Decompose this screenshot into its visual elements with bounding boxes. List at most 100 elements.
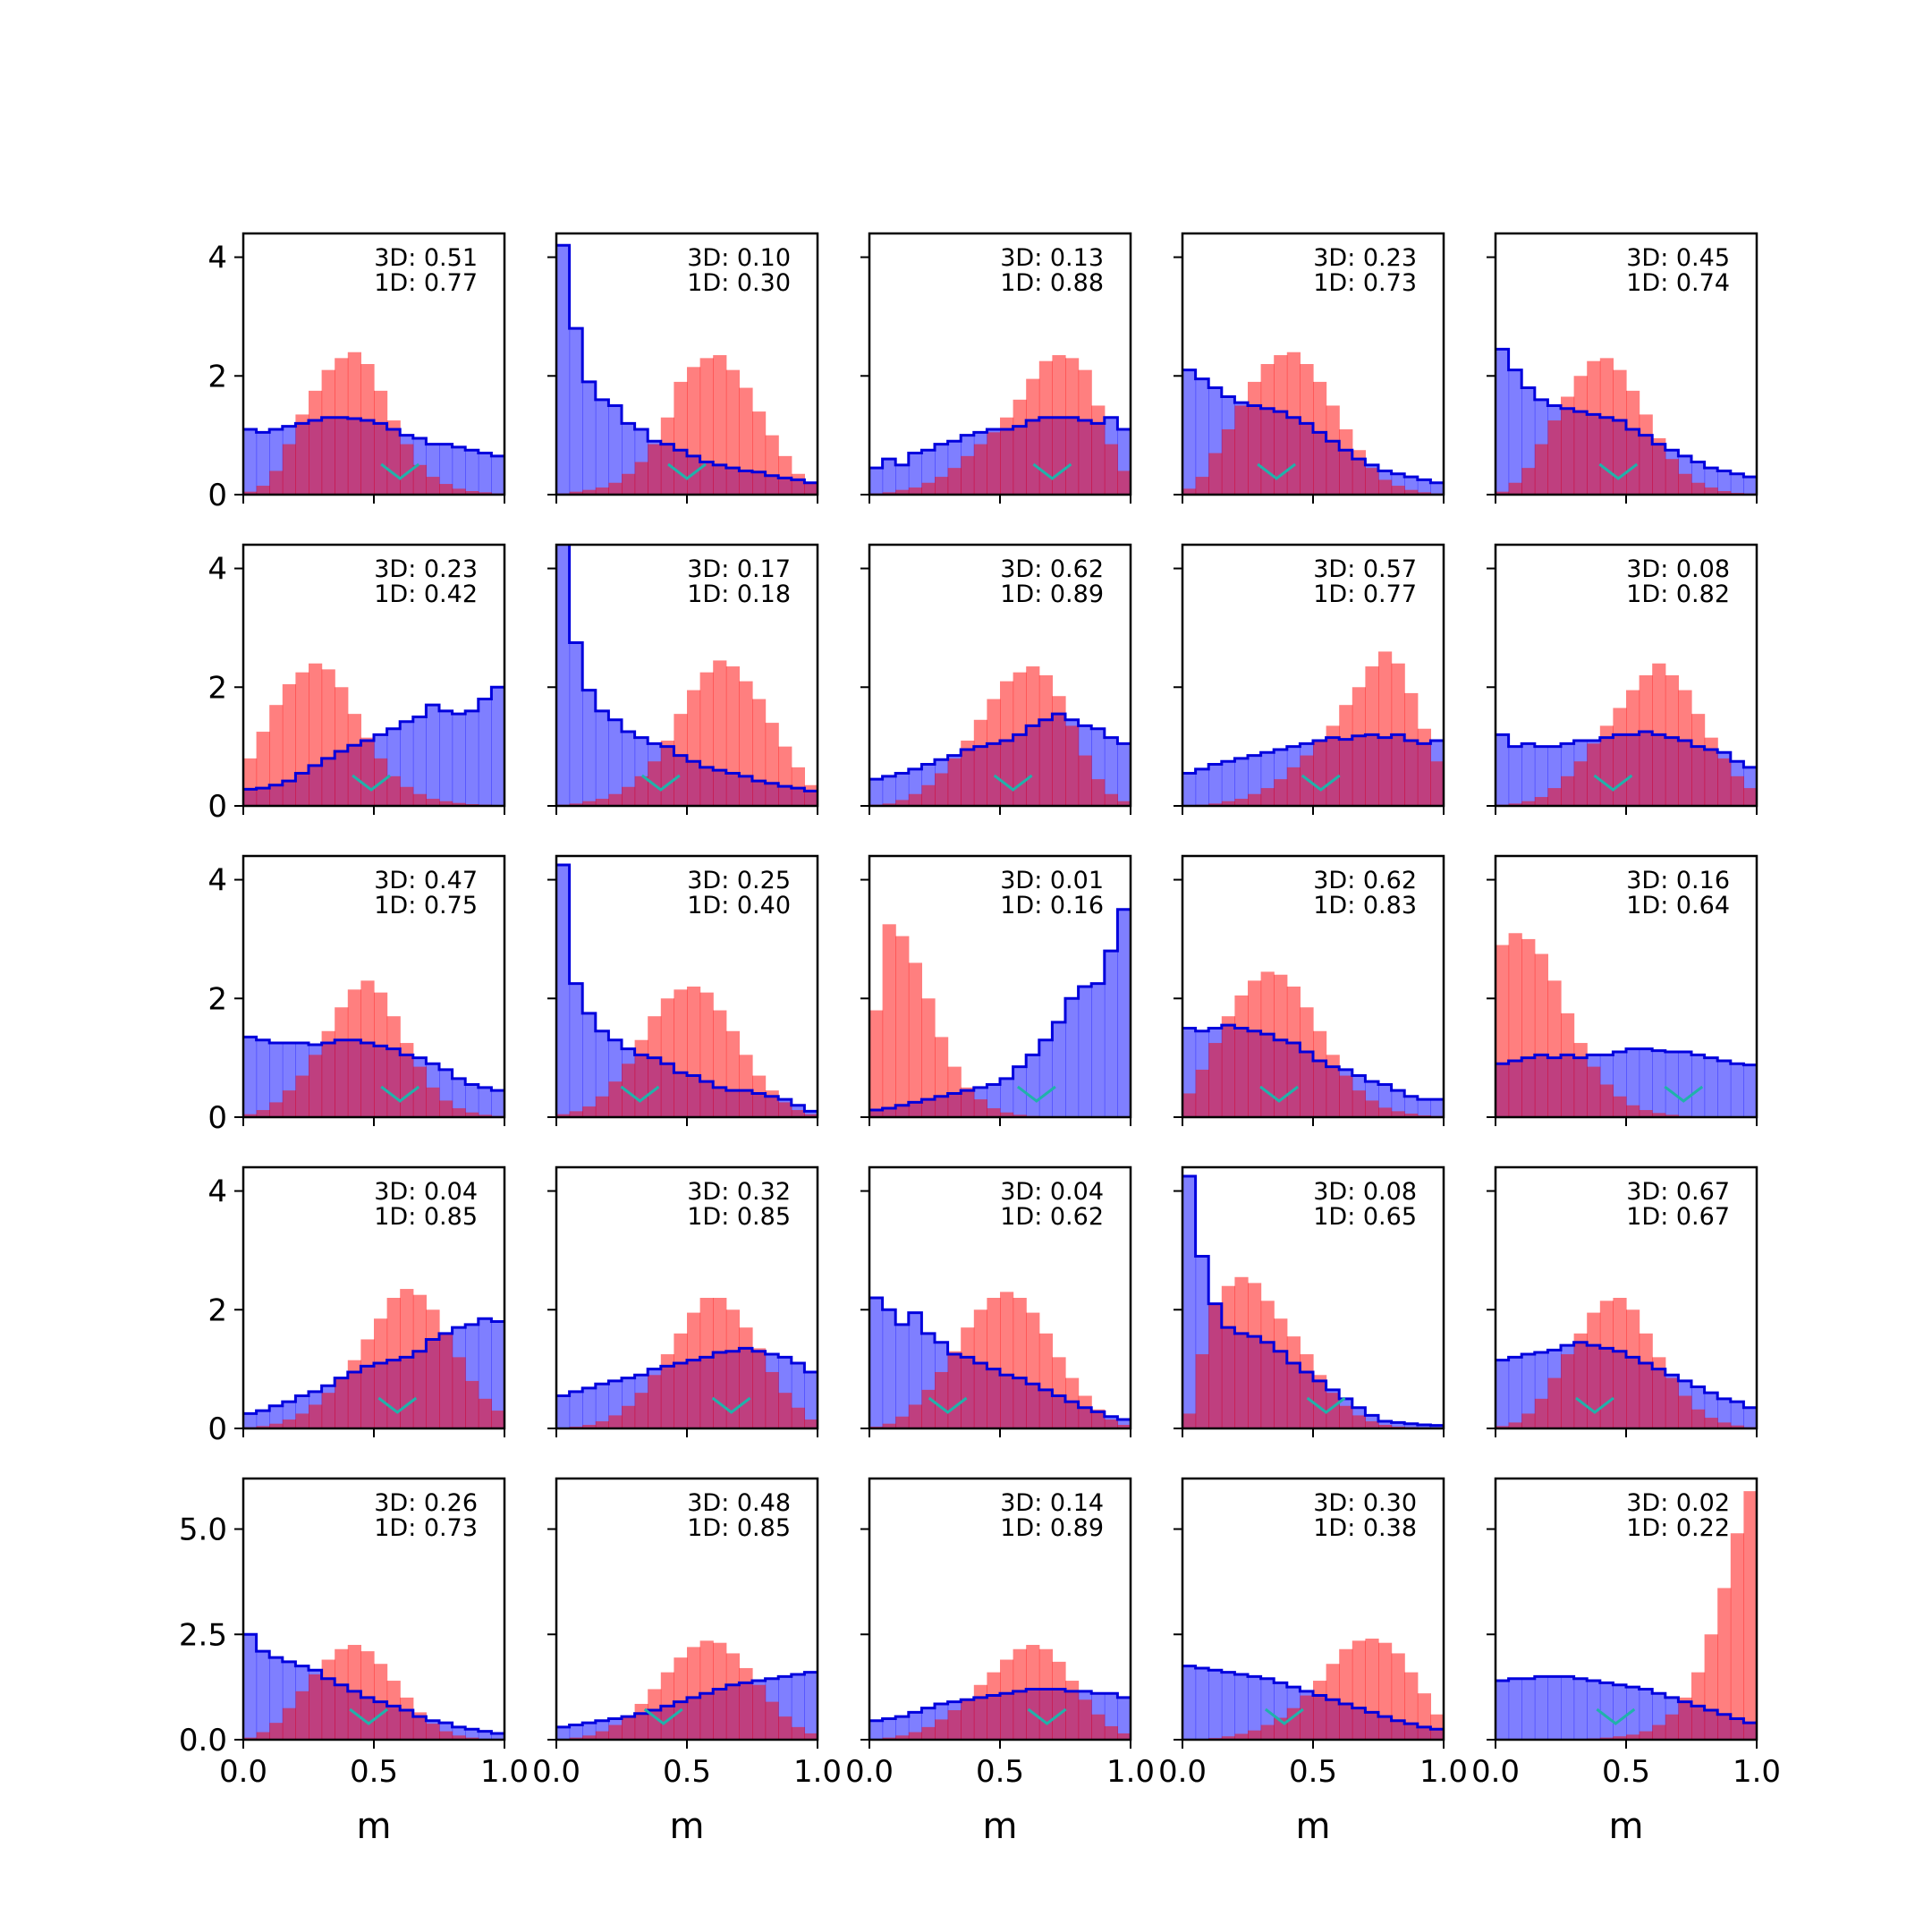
red-bar	[1234, 1733, 1249, 1740]
red-bar	[608, 1081, 623, 1117]
blue-step-line	[243, 1632, 504, 1735]
blue-bar	[1496, 1681, 1510, 1740]
blue-bar	[1652, 1050, 1666, 1117]
red-bar	[660, 998, 674, 1117]
red-bar	[1587, 743, 1601, 806]
red-bar	[752, 699, 767, 806]
red-bar	[1626, 390, 1640, 495]
red-bar	[739, 1055, 753, 1117]
red-bar	[569, 803, 583, 806]
plot-area	[243, 980, 504, 1117]
red-bar	[622, 786, 636, 806]
red-bar	[1078, 755, 1092, 806]
x-tick-label: 0.0	[1471, 1754, 1520, 1790]
red-bar	[582, 801, 597, 806]
red-bar	[412, 1294, 427, 1428]
red-bar	[1234, 405, 1249, 495]
red-bar	[804, 1114, 818, 1117]
x-axis-label: m	[1609, 1806, 1644, 1847]
red-bar	[947, 1710, 962, 1740]
blue-bar	[1104, 737, 1118, 806]
red-bar	[1091, 779, 1106, 806]
red-bar	[752, 1075, 767, 1117]
red-bar	[400, 1697, 414, 1740]
red-bar	[269, 470, 284, 495]
blue-bar	[1260, 1678, 1275, 1740]
label-1d: 1D: 0.65	[1313, 1203, 1417, 1231]
marker-v	[1575, 1396, 1614, 1414]
blue-bar	[608, 405, 623, 495]
red-bar	[1013, 399, 1027, 495]
red-bar	[791, 1726, 805, 1740]
red-bar	[465, 1380, 479, 1428]
y-tick-label: 2	[208, 981, 227, 1017]
blue-step-line	[1182, 1023, 1444, 1101]
red-bar	[1326, 1393, 1340, 1428]
blue-bar	[1573, 1678, 1588, 1740]
label-1d: 1D: 0.67	[1626, 1203, 1730, 1231]
red-bar	[1339, 1648, 1353, 1740]
red-bar	[908, 1732, 922, 1740]
red-bar	[908, 1404, 922, 1428]
red-bar	[791, 473, 805, 495]
red-bar	[569, 491, 583, 495]
red-bar	[1613, 1298, 1627, 1428]
red-bar	[908, 487, 922, 495]
marker-v	[1306, 1396, 1346, 1414]
red-bar	[412, 793, 427, 806]
red-bar	[778, 455, 792, 495]
blue-bar	[608, 719, 623, 806]
red-bar	[282, 683, 296, 806]
red-bar	[1704, 1634, 1718, 1740]
y-tick-label: 0.0	[179, 1723, 227, 1758]
red-bar	[1730, 1425, 1744, 1428]
red-bar	[687, 367, 701, 495]
blue-bar	[1195, 378, 1209, 495]
blue-bar	[1717, 1060, 1732, 1117]
red-bar	[1508, 482, 1522, 495]
blue-bar	[556, 864, 571, 1117]
plot-area	[243, 352, 504, 495]
plot-area	[1182, 1174, 1444, 1428]
red-bar	[295, 414, 309, 495]
red-bar	[582, 1735, 597, 1740]
blue-bar	[1221, 761, 1235, 806]
red-bar	[1052, 1357, 1066, 1428]
blue-bar	[556, 545, 571, 806]
red-bar	[1521, 801, 1536, 806]
label-3d: 3D: 0.17	[687, 555, 791, 583]
red-bar	[439, 801, 453, 806]
red-bar	[987, 432, 1001, 495]
red-bar	[243, 1114, 258, 1117]
red-bar	[335, 1377, 349, 1428]
blue-bar	[1704, 1057, 1718, 1117]
red-bar	[1730, 1533, 1744, 1740]
red-bar	[347, 989, 361, 1117]
blue-bar	[1678, 1052, 1692, 1117]
blue-bar	[1234, 1674, 1249, 1740]
red-bar	[687, 1312, 701, 1428]
red-bar	[882, 803, 896, 806]
label-1d: 1D: 0.40	[687, 892, 791, 919]
plot-area	[869, 666, 1131, 806]
red-bar	[947, 1351, 962, 1428]
red-bar	[1208, 453, 1223, 495]
red-bar	[634, 1393, 648, 1428]
red-bar	[1313, 1375, 1327, 1428]
red-bar	[791, 767, 805, 806]
red-bar	[1234, 995, 1249, 1117]
marker-v	[377, 1396, 418, 1414]
red-bar	[347, 1360, 361, 1428]
blue-step-line	[1496, 347, 1757, 479]
blue-bar	[804, 1111, 818, 1117]
blue-bar	[465, 450, 479, 495]
red-bar	[1626, 1105, 1640, 1117]
blue-bar	[452, 714, 466, 806]
red-bar	[1599, 1084, 1614, 1117]
blue-bar	[465, 1084, 479, 1117]
blue-bar	[439, 444, 453, 495]
red-bar	[595, 1421, 609, 1428]
red-bar	[935, 1719, 949, 1740]
